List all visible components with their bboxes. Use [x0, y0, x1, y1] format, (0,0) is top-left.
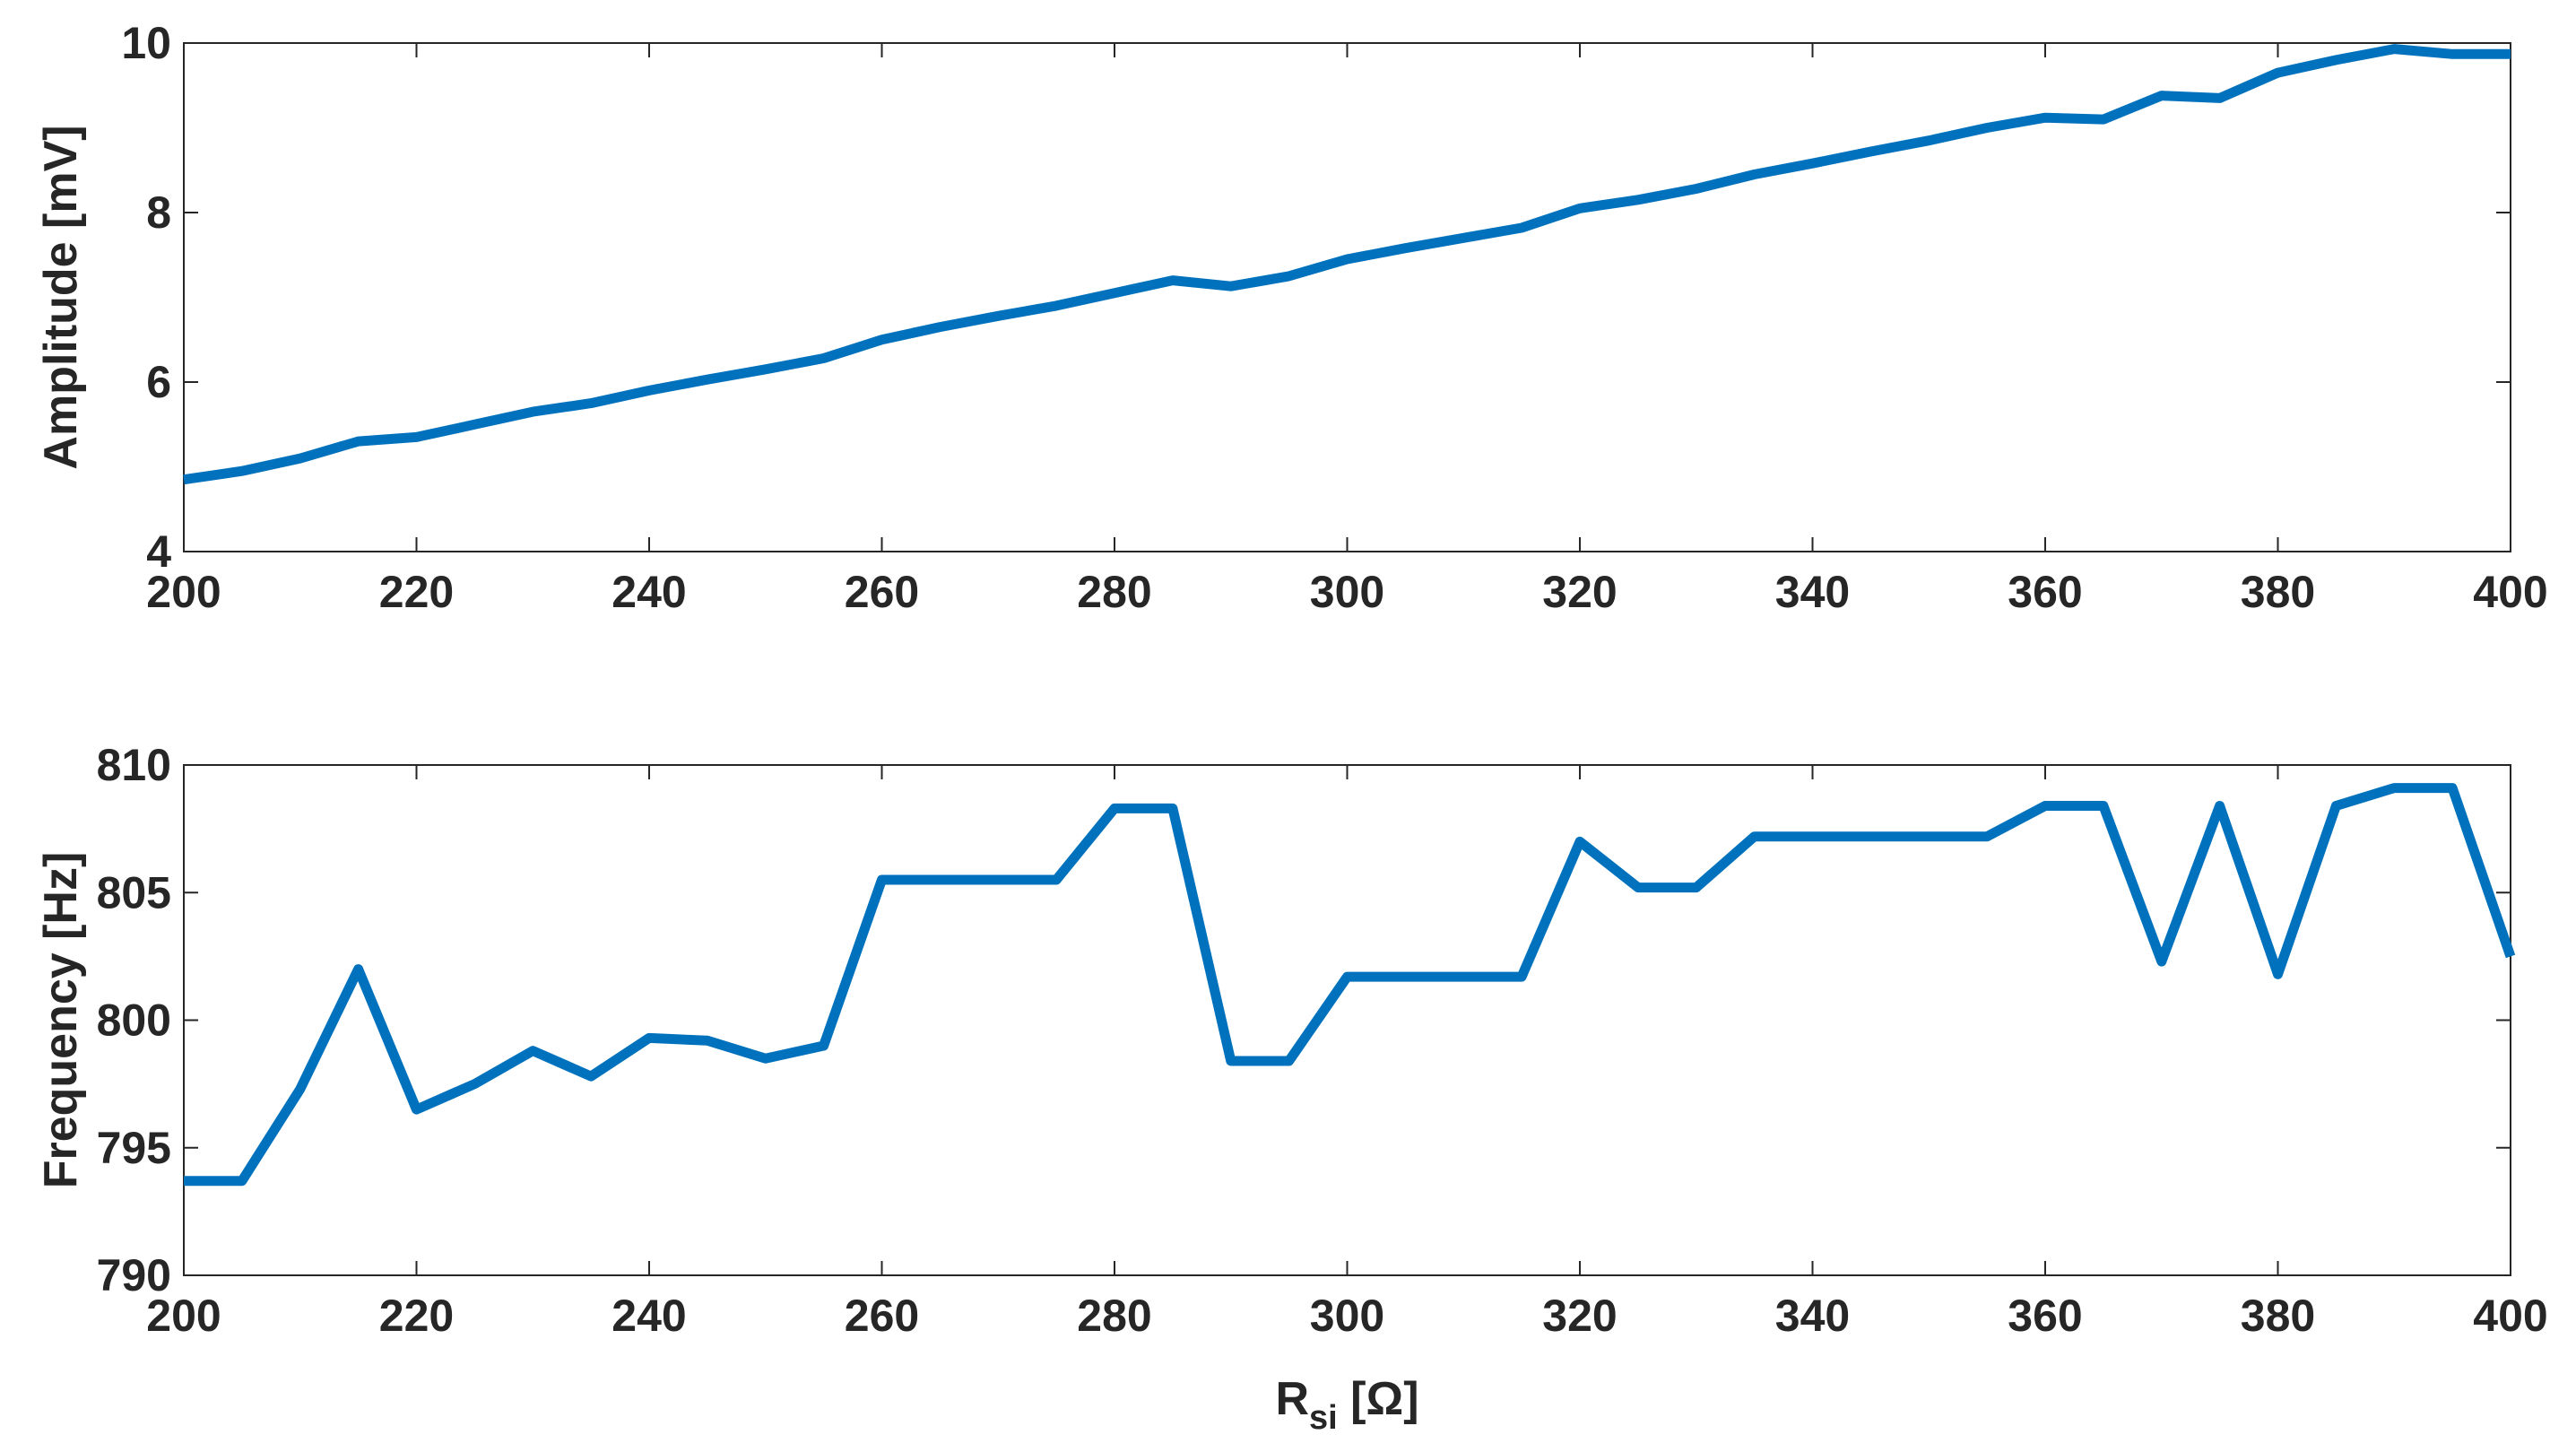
y-tick-label: 6: [146, 357, 171, 407]
axes-box: [183, 42, 2511, 552]
y-axis-label: Frequency [Hz]: [35, 852, 87, 1189]
y-tick-label: 10: [121, 18, 171, 68]
x-tick-label: 240: [611, 567, 686, 617]
y-tick-label: 800: [97, 996, 171, 1046]
series-line: [184, 783, 2516, 1187]
x-tick-label: 320: [1542, 1291, 1617, 1341]
x-axis-label: Rsi [Ω]: [1275, 1373, 1418, 1437]
x-tick-label: 220: [379, 1291, 454, 1341]
y-tick-label: 805: [97, 867, 171, 917]
x-tick-label: 300: [1310, 567, 1384, 617]
x-tick-label: 400: [2473, 567, 2547, 617]
series-line: [183, 44, 2511, 485]
frequency-chart: 200 220 240 260 280 300 320 340 360 380 400 790 795 8…: [35, 740, 2548, 1437]
x-tick-label: 360: [2008, 567, 2082, 617]
y-axis-label: Amplitude [mV]: [35, 125, 87, 469]
x-tick-label: 300: [1310, 1291, 1384, 1341]
x-tick-label: 240: [611, 1291, 686, 1341]
x-tick-label: 280: [1077, 567, 1151, 617]
y-tick-label: 795: [97, 1123, 171, 1173]
y-tick-label: 4: [146, 526, 171, 577]
x-tick-label: 260: [845, 1291, 919, 1341]
x-tick-label: 260: [845, 567, 919, 617]
y-tick-label: 790: [97, 1250, 171, 1300]
x-tick-label: 200: [146, 1291, 221, 1341]
x-tick-label: 360: [2008, 1291, 2082, 1341]
y-tick-label: 8: [146, 187, 171, 238]
amplitude-chart: 200 220 240 260 280 300 320 340 360 380 400 4 6 8 10 Am…: [35, 18, 2548, 617]
x-tick-label: 200: [146, 567, 221, 617]
y-tick-label: 810: [97, 740, 171, 790]
x-tick-label: 380: [2241, 1291, 2315, 1341]
x-tick-label: 380: [2241, 567, 2315, 617]
axes-box: [183, 764, 2511, 1276]
x-tick-label: 340: [1775, 1291, 1850, 1341]
x-tick-label: 280: [1077, 1291, 1151, 1341]
x-tick-label: 400: [2473, 1291, 2547, 1341]
x-tick-label: 320: [1542, 567, 1617, 617]
x-tick-label: 340: [1775, 567, 1850, 617]
x-tick-label: 220: [379, 567, 454, 617]
